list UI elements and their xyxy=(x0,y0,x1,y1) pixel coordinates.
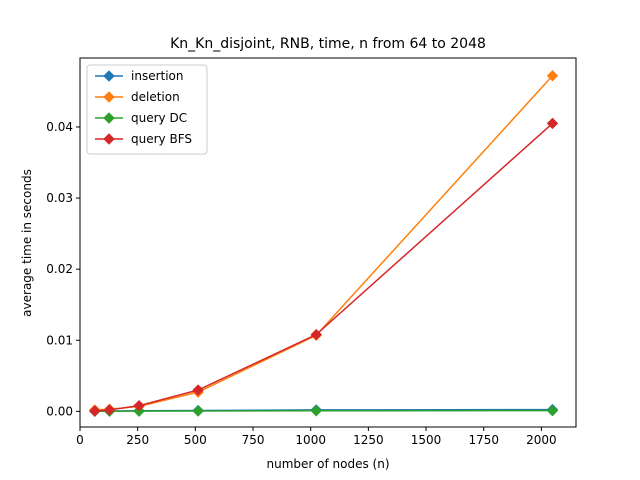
data-point-query-dc xyxy=(546,404,559,417)
legend-label-insertion: insertion xyxy=(131,69,184,83)
data-point-query-bfs xyxy=(89,405,101,417)
legend-item-deletion: deletion xyxy=(95,90,180,104)
x-tick-label: 0 xyxy=(76,433,84,447)
x-tick-label: 1250 xyxy=(353,433,384,447)
legend-item-insertion: insertion xyxy=(95,69,184,83)
legend-marker-insertion xyxy=(103,70,115,82)
x-tick-label: 1750 xyxy=(468,433,499,447)
data-point-query-bfs xyxy=(546,117,559,130)
data-point-query-bfs xyxy=(103,404,116,416)
axes-frame xyxy=(79,57,577,428)
y-tick-label: 0.03 xyxy=(46,191,73,205)
x-tick-label: 1500 xyxy=(411,433,442,447)
x-tick-label: 500 xyxy=(184,433,207,447)
x-axis-label: number of nodes (n) xyxy=(266,457,389,471)
y-tick-label: 0.02 xyxy=(46,262,73,276)
legend-marker-query-bfs xyxy=(103,133,115,145)
legend-item-query-dc: query DC xyxy=(95,111,187,125)
data-point-query-dc xyxy=(310,405,322,417)
legend-box xyxy=(86,64,208,155)
chart-title: Kn_Kn_disjoint, RNB, time, n from 64 to … xyxy=(170,36,486,52)
y-tick-label: 0.04 xyxy=(46,120,73,134)
y-axis-label: average time in seconds xyxy=(20,169,34,317)
series-layer xyxy=(89,70,559,417)
legend-label-query-bfs: query BFS xyxy=(131,132,192,146)
series-query-bfs xyxy=(89,117,559,417)
data-point-query-bfs xyxy=(133,399,145,412)
x-tick-label: 1000 xyxy=(295,433,326,447)
data-point-query-bfs xyxy=(192,384,204,396)
x-tick-label: 250 xyxy=(126,433,149,447)
data-point-deletion xyxy=(546,70,559,82)
y-tick-label: 0.01 xyxy=(46,333,73,347)
legend-item-query-bfs: query BFS xyxy=(95,132,192,146)
legend-marker-query-dc xyxy=(103,112,115,124)
data-point-query-dc xyxy=(192,405,204,417)
legend-label-deletion: deletion xyxy=(131,90,180,104)
data-point-query-bfs xyxy=(310,328,322,341)
x-tick-label: 2000 xyxy=(526,433,557,447)
axes: 0 250 500 750 1000 1250 1500 1750 2000 0.00 0.01 0.… xyxy=(46,57,577,447)
legend-label-query-dc: query DC xyxy=(131,111,187,125)
y-tick-label: 0.00 xyxy=(46,404,73,418)
legend-marker-deletion xyxy=(103,91,115,103)
x-tick-label: 750 xyxy=(242,433,265,447)
legend: insertion deletion query DC query BFS xyxy=(86,64,208,155)
series-line-query-dc xyxy=(94,409,553,413)
